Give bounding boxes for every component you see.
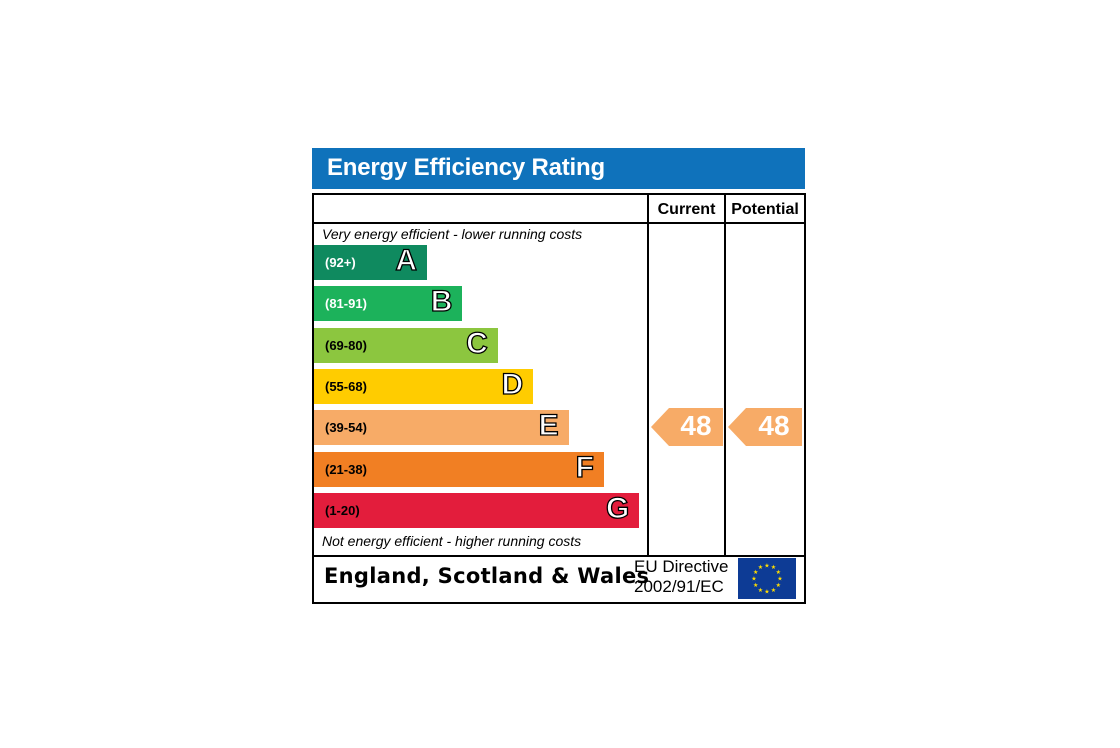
potential-rating-arrow [728, 408, 802, 447]
svg-text:★: ★ [764, 563, 769, 570]
band-range-label: (69-80) [325, 337, 367, 353]
band-letter: D [501, 367, 524, 401]
column-divider-potential [724, 195, 726, 555]
band-d: (55-68) D [314, 367, 534, 404]
band-letter: B [430, 285, 453, 319]
band-range-label: (55-68) [325, 378, 367, 394]
band-letter: F [575, 450, 595, 484]
band-letter: A [395, 243, 418, 277]
current-rating-arrow [651, 408, 723, 447]
svg-text:★: ★ [753, 569, 758, 576]
band-f: (21-38) F [314, 450, 604, 487]
band-range-label: (39-54) [325, 420, 367, 436]
svg-text:★: ★ [777, 576, 782, 583]
band-range-label: (92+) [325, 255, 356, 270]
band-g: (1-20) G [314, 491, 640, 528]
current-rating-arrow-value: 48 [680, 410, 712, 442]
band-range-label: (81-91) [325, 296, 367, 312]
svg-text:★: ★ [758, 587, 763, 594]
svg-text:★: ★ [776, 569, 781, 576]
chart-title: Energy Efficiency Rating [327, 154, 605, 181]
band-e: (39-54) E [314, 409, 569, 446]
band-letter: C [465, 326, 488, 360]
footer-divider [314, 555, 804, 557]
region-label: England, Scotland & Wales [324, 564, 650, 588]
band-b: (81-91) B [314, 285, 463, 322]
svg-text:★: ★ [764, 589, 769, 596]
band-letter: G [605, 491, 630, 525]
potential-column-header: Potential [731, 201, 799, 218]
current-column-header: Current [657, 201, 716, 218]
svg-text:★: ★ [758, 564, 763, 571]
energy-efficiency-rating-chart: Energy Efficiency Rating Current Potenti… [312, 148, 806, 604]
title-bar: Energy Efficiency Rating [312, 148, 805, 189]
header-divider [314, 222, 804, 224]
directive-line-2: 2002/91/EC [634, 577, 724, 596]
bottom-caption: Not energy efficient - higher running co… [322, 533, 582, 549]
column-divider-current [647, 195, 649, 555]
top-caption: Very energy efficient - lower running co… [322, 226, 583, 242]
band-range-label: (21-38) [325, 461, 367, 477]
svg-text:★: ★ [776, 582, 781, 589]
potential-rating-arrow-value: 48 [758, 410, 790, 442]
svg-text:★: ★ [751, 576, 756, 583]
eu-directive-label: EU Directive 2002/91/EC [634, 557, 728, 597]
band-range-label: (1-20) [325, 502, 360, 518]
rating-frame: Current Potential Very energy efficient … [312, 193, 806, 604]
band-c: (69-80) C [314, 326, 498, 363]
svg-text:★: ★ [771, 564, 776, 571]
svg-text:★: ★ [753, 582, 758, 589]
band-a: (92+) A [314, 243, 427, 280]
eu-flag-icon: ★ ★★★★★★★★★★★ [738, 558, 796, 599]
directive-line-1: EU Directive [634, 557, 729, 576]
band-letter: E [538, 409, 559, 443]
svg-text:★: ★ [771, 587, 776, 594]
